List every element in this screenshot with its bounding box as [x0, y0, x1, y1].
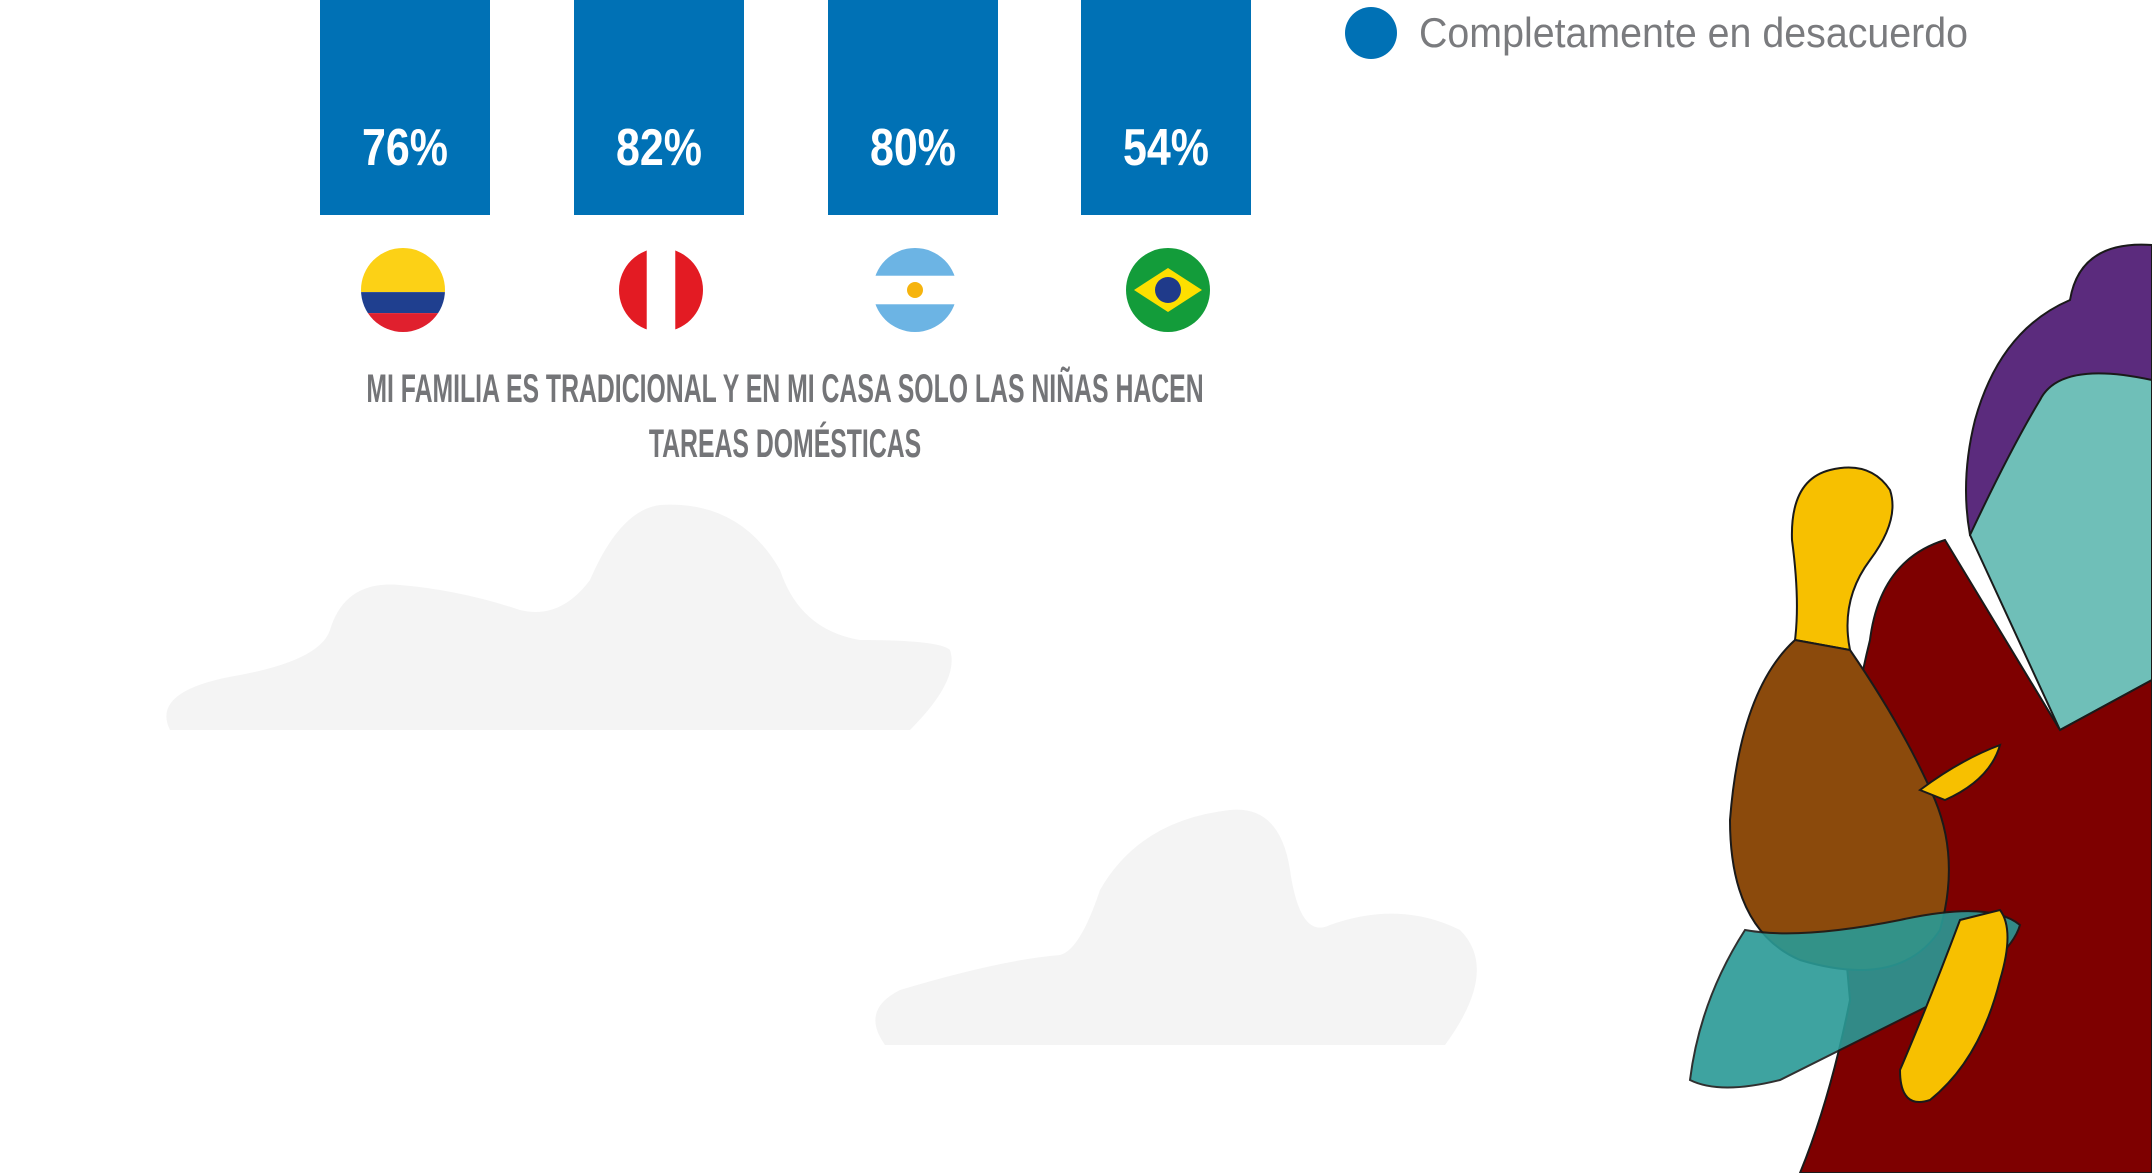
flag-part [907, 282, 923, 298]
chart-title: MI FAMILIA ES TRADICIONAL Y EN MI CASA S… [366, 367, 1204, 466]
legend-label: Completamente en desacuerdo [1419, 9, 1968, 56]
flag-part [361, 313, 445, 332]
legend-marker [1345, 7, 1397, 59]
flag-part [361, 248, 445, 293]
value-label: 76% [362, 119, 448, 177]
value-label: 54% [1123, 119, 1209, 177]
bar [574, 0, 744, 215]
flag-part [361, 292, 445, 314]
illustration [1688, 243, 2152, 1173]
flag-part [1155, 277, 1181, 303]
bar [1081, 0, 1251, 215]
flag-part [873, 304, 957, 332]
flag-part [675, 248, 703, 332]
flag-part [619, 248, 647, 332]
flag-part [873, 248, 957, 276]
clouds [166, 504, 1477, 1045]
flag [1126, 248, 1210, 332]
flag [619, 248, 703, 332]
value-label: 82% [616, 119, 702, 177]
flag [361, 248, 445, 332]
bar [828, 0, 998, 215]
flag [873, 248, 957, 332]
value-label: 80% [870, 119, 956, 177]
bar [320, 0, 490, 215]
